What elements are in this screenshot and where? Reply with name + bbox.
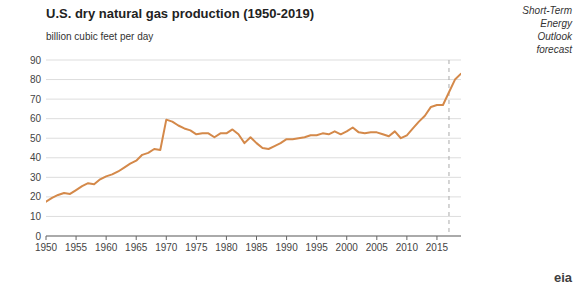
grid-line xyxy=(46,177,461,178)
grid-line xyxy=(46,99,461,100)
x-tick xyxy=(286,236,287,240)
y-tick-label: 40 xyxy=(30,152,42,163)
grid-line xyxy=(46,79,461,80)
y-tick-label: 20 xyxy=(30,191,42,202)
x-tick-label: 1950 xyxy=(35,242,58,253)
forecast-label-line: Outlook xyxy=(538,31,573,42)
logo: eia xyxy=(554,270,573,285)
forecast-line xyxy=(448,60,449,236)
x-axis-line xyxy=(46,236,461,237)
x-tick xyxy=(166,236,167,240)
y-tick-label: 80 xyxy=(30,74,42,85)
x-tick-label: 2005 xyxy=(366,242,389,253)
grid-line xyxy=(46,118,461,119)
y-axis-label: billion cubic feet per day xyxy=(46,31,153,42)
grid-line xyxy=(46,138,461,139)
x-tick xyxy=(136,236,137,240)
forecast-label-line: Energy xyxy=(540,18,573,29)
x-tick-label: 1970 xyxy=(155,242,178,253)
x-tick xyxy=(76,236,77,240)
x-tick-label: 1995 xyxy=(306,242,329,253)
forecast-label: Short-Term Energy Outlook forecast xyxy=(522,5,573,55)
y-tick-label: 60 xyxy=(30,113,42,124)
forecast-label-line: forecast xyxy=(536,44,573,55)
data-line xyxy=(46,74,461,202)
x-tick xyxy=(406,236,407,240)
x-tick xyxy=(346,236,347,240)
x-tick-label: 2000 xyxy=(336,242,359,253)
chart: 0 10 20 30 40 50 60 70 80 90 1950 1955 1960 1965 1970 1… xyxy=(0,0,576,288)
x-tick-label: 1990 xyxy=(275,242,298,253)
grid-line xyxy=(46,216,461,217)
x-tick-label: 1980 xyxy=(215,242,238,253)
x-tick-label: 1975 xyxy=(185,242,208,253)
x-tick-label: 1965 xyxy=(125,242,148,253)
x-tick xyxy=(376,236,377,240)
x-tick xyxy=(436,236,437,240)
title: U.S. dry natural gas production (1950-20… xyxy=(46,6,314,21)
x-tick xyxy=(46,236,47,240)
grid-line xyxy=(46,60,461,61)
x-tick xyxy=(196,236,197,240)
x-tick-label: 1985 xyxy=(245,242,268,253)
y-tick-label: 10 xyxy=(30,211,42,222)
plot-area xyxy=(46,60,461,236)
y-tick-label: 70 xyxy=(30,94,42,105)
x-tick-label: 1960 xyxy=(95,242,118,253)
x-tick xyxy=(316,236,317,240)
x-tick-label: 2010 xyxy=(396,242,419,253)
x-tick xyxy=(106,236,107,240)
y-tick-label: 0 xyxy=(35,231,41,242)
x-tick-label: 1955 xyxy=(65,242,88,253)
x-tick-label: 2015 xyxy=(426,242,449,253)
x-tick xyxy=(226,236,227,240)
y-tick-label: 50 xyxy=(30,133,42,144)
grid-line xyxy=(46,157,461,158)
y-tick-label: 30 xyxy=(30,172,42,183)
forecast-label-line: Short-Term xyxy=(522,5,572,16)
grid-line xyxy=(46,196,461,197)
y-tick-label: 90 xyxy=(30,55,42,66)
x-tick xyxy=(256,236,257,240)
grid-line xyxy=(46,236,461,237)
